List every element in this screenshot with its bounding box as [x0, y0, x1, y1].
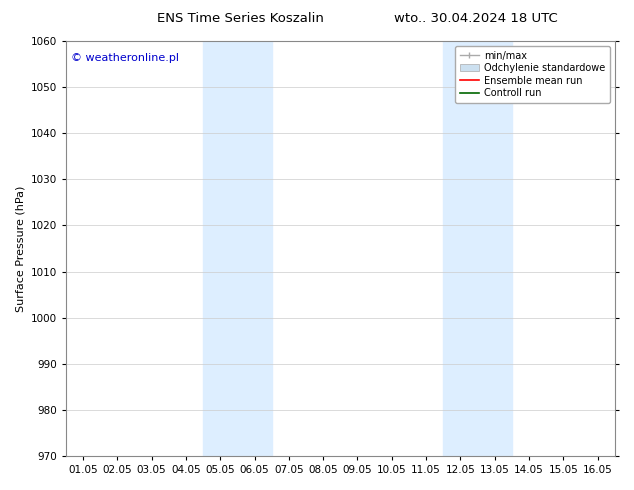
- Legend: min/max, Odchylenie standardowe, Ensemble mean run, Controll run: min/max, Odchylenie standardowe, Ensembl…: [455, 46, 610, 103]
- Text: wto.. 30.04.2024 18 UTC: wto.. 30.04.2024 18 UTC: [394, 12, 557, 25]
- Text: © weatheronline.pl: © weatheronline.pl: [71, 53, 179, 64]
- Bar: [203, 41, 272, 456]
- Bar: [443, 41, 512, 456]
- Text: ENS Time Series Koszalin: ENS Time Series Koszalin: [157, 12, 325, 25]
- Y-axis label: Surface Pressure (hPa): Surface Pressure (hPa): [15, 185, 25, 312]
